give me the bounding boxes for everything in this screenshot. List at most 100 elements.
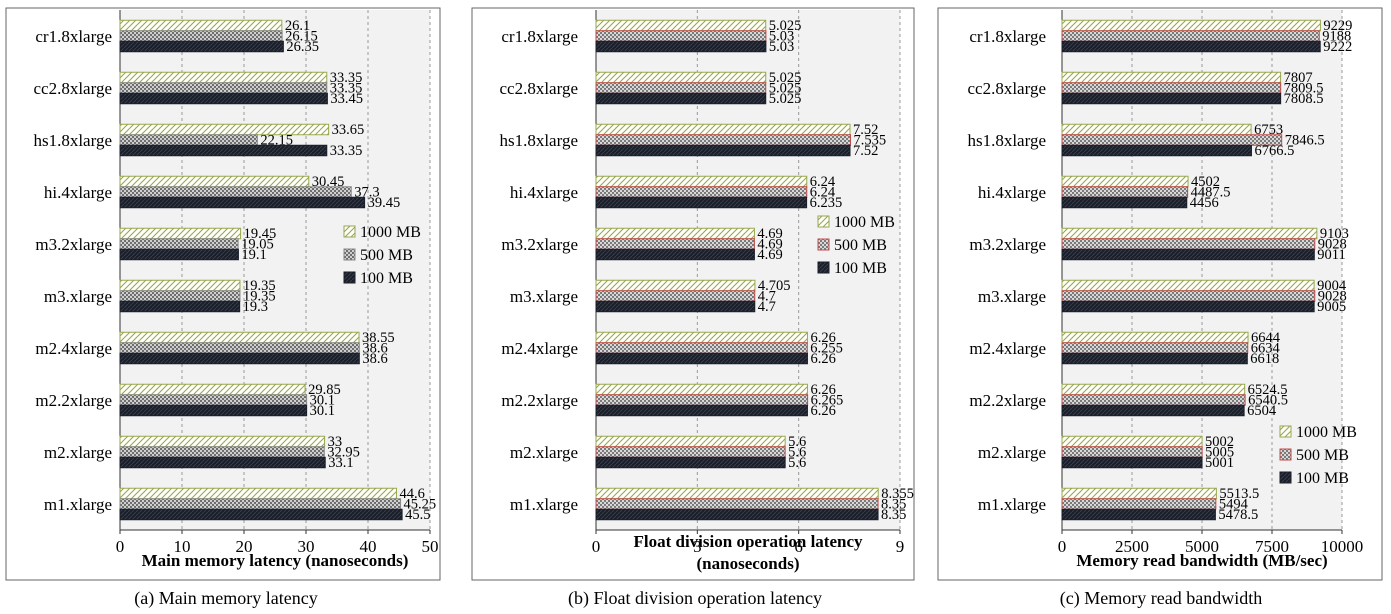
value-label: 30.45 xyxy=(312,174,345,190)
value-label: 26.1 xyxy=(285,18,310,34)
value-label: 37.3 xyxy=(354,184,379,200)
value-label: 5478.5 xyxy=(1218,507,1258,523)
value-label: 33.45 xyxy=(330,91,363,107)
x-axis-title: Memory read bandwidth (MB/sec) xyxy=(1076,551,1327,570)
caption-a: (a) Main memory latency xyxy=(134,588,318,608)
value-label: 19.1 xyxy=(241,247,266,263)
value-label: 29.85 xyxy=(308,382,341,398)
value-label: 7809.5 xyxy=(1284,80,1324,96)
value-label: 38.6 xyxy=(362,351,387,367)
value-label: 5.025 xyxy=(769,91,802,107)
bar xyxy=(1061,19,1321,32)
bar xyxy=(595,248,755,261)
bar xyxy=(119,352,360,365)
bar xyxy=(595,342,808,354)
bar xyxy=(1061,331,1249,344)
legend: 1000 MB 500 MB 100 MB xyxy=(817,214,895,277)
value-label: 6618 xyxy=(1250,351,1279,367)
bar xyxy=(595,30,767,42)
value-label: 7.52 xyxy=(853,122,878,138)
value-label: 7808.5 xyxy=(1284,91,1324,107)
value-label: 7807 xyxy=(1284,70,1313,86)
bar xyxy=(119,331,360,344)
legend-swatch xyxy=(817,261,830,274)
bar xyxy=(595,352,808,365)
caption-c: (c) Memory read bandwidth xyxy=(1059,588,1263,608)
bar xyxy=(595,238,755,250)
bar xyxy=(1061,383,1246,396)
bar xyxy=(1061,342,1249,354)
value-label: 5.025 xyxy=(769,18,802,34)
bar xyxy=(1061,435,1203,448)
category-label: cr1.8xlarge xyxy=(501,27,578,46)
x-tick-label: 0 xyxy=(1058,537,1067,556)
legend-swatch xyxy=(343,271,356,284)
value-label: 6504 xyxy=(1247,403,1277,419)
bar xyxy=(595,19,767,32)
value-label: 9005 xyxy=(1317,299,1346,315)
bar xyxy=(119,196,366,209)
legend-swatch xyxy=(343,225,356,238)
value-label: 5.03 xyxy=(769,28,794,44)
bar xyxy=(119,383,306,396)
value-label: 5.025 xyxy=(769,80,802,96)
value-label: 33 xyxy=(328,434,343,450)
x-tick-label: 3 xyxy=(693,537,702,556)
bar xyxy=(1061,134,1283,146)
x-tick-label: 30 xyxy=(298,537,315,556)
value-label: 33.1 xyxy=(328,455,353,471)
bar xyxy=(1061,144,1252,157)
x-axis-title: (nanoseconds) xyxy=(697,554,800,573)
bar xyxy=(1061,196,1188,209)
legend-label: 500 MB xyxy=(1296,447,1349,464)
bar xyxy=(119,508,403,521)
value-label: 6.235 xyxy=(810,195,843,211)
bar xyxy=(595,487,879,500)
bar xyxy=(1061,456,1203,469)
bar xyxy=(1061,394,1246,406)
value-label: 5513.5 xyxy=(1219,486,1259,502)
value-label: 33.35 xyxy=(330,70,363,86)
value-label: 6644 xyxy=(1251,330,1281,346)
value-label: 5002 xyxy=(1205,434,1234,450)
bar xyxy=(595,144,851,157)
bar xyxy=(595,290,756,302)
bar xyxy=(119,498,402,510)
value-label: 8.355 xyxy=(881,486,914,502)
bar xyxy=(119,82,328,94)
category-label: m2.xlarge xyxy=(510,443,578,462)
category-label: cc2.8xlarge xyxy=(967,79,1046,98)
category-label: m1.xlarge xyxy=(44,495,112,514)
value-label: 4.69 xyxy=(757,247,782,263)
bar xyxy=(595,498,879,510)
value-label: 45.5 xyxy=(405,507,430,523)
value-label: 7846.5 xyxy=(1285,132,1325,148)
value-label: 44.6 xyxy=(400,486,425,502)
value-label: 4.69 xyxy=(757,226,782,242)
bar xyxy=(119,227,242,240)
bar xyxy=(119,19,283,32)
x-tick-label: 0 xyxy=(116,537,125,556)
bar xyxy=(1061,300,1315,313)
category-label: hs1.8xlarge xyxy=(33,131,112,150)
bar xyxy=(1061,30,1320,42)
value-label: 6.26 xyxy=(810,330,835,346)
bar xyxy=(119,487,398,500)
bar xyxy=(595,456,786,469)
legend-label: 500 MB xyxy=(834,237,887,254)
value-label: 5.6 xyxy=(788,434,806,450)
category-label: cc2.8xlarge xyxy=(33,79,112,98)
bar xyxy=(119,123,330,136)
bar xyxy=(119,342,360,354)
bar xyxy=(1061,508,1216,521)
value-label: 6766.5 xyxy=(1254,143,1294,159)
bar xyxy=(1061,82,1282,94)
category-label: hi.4xlarge xyxy=(510,183,578,202)
value-label: 9103 xyxy=(1320,226,1349,242)
bar xyxy=(1061,227,1318,240)
value-label: 6634 xyxy=(1251,340,1281,356)
value-label: 19.35 xyxy=(243,278,276,294)
legend-label: 1000 MB xyxy=(360,224,421,241)
category-label: hi.4xlarge xyxy=(44,183,112,202)
